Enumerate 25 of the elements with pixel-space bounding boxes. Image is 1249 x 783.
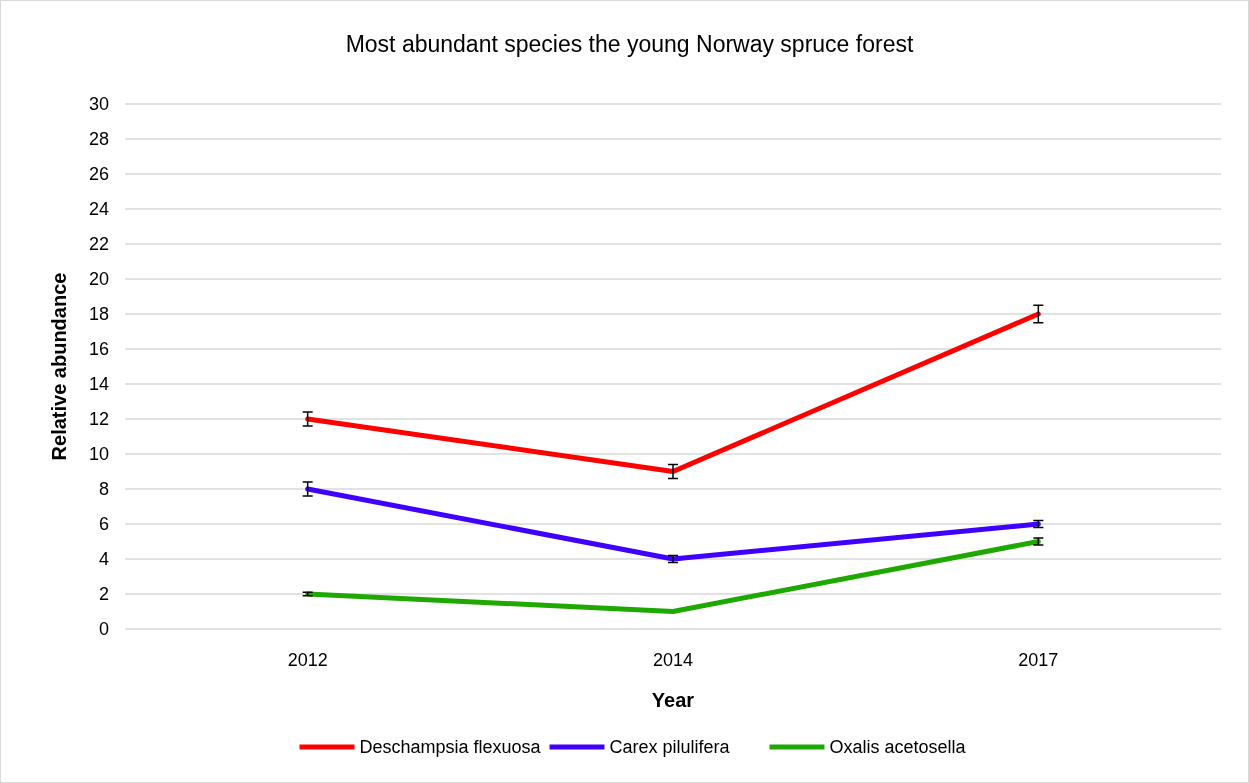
y-tick-label: 30 bbox=[88, 94, 109, 115]
y-tick-label: 2 bbox=[98, 584, 109, 605]
y-tick-label: 8 bbox=[98, 479, 109, 500]
y-tick-label: 18 bbox=[88, 304, 109, 325]
x-axis-title: Year bbox=[651, 689, 695, 711]
x-tick-label: 2014 bbox=[652, 650, 694, 670]
y-tick-label: 14 bbox=[88, 374, 109, 395]
y-axis-title: Relative abundance bbox=[48, 272, 70, 461]
y-tick-label: 16 bbox=[88, 339, 109, 360]
x-tick-label: 2017 bbox=[1018, 650, 1059, 670]
y-tick-label: 28 bbox=[88, 129, 109, 150]
y-tick-label: 22 bbox=[88, 234, 109, 255]
y-tick-label: 24 bbox=[88, 199, 109, 220]
y-tick-label: 20 bbox=[88, 269, 109, 290]
x-tick-label: 2012 bbox=[287, 650, 328, 670]
y-tick-label: 4 bbox=[98, 549, 109, 570]
legend-label: Carex pilulifera bbox=[609, 737, 731, 758]
y-tick-label: 6 bbox=[98, 514, 109, 535]
y-tick-label: 0 bbox=[98, 619, 109, 640]
y-tick-label: 10 bbox=[88, 444, 109, 465]
legend-label: Oxalis acetosella bbox=[829, 737, 967, 758]
y-tick-label: 12 bbox=[88, 409, 109, 430]
y-tick-label: 26 bbox=[88, 164, 109, 185]
legend-label: Deschampsia flexuosa bbox=[359, 737, 542, 758]
chart-title: Most abundant species the young Norway spruce forest bbox=[345, 31, 914, 57]
